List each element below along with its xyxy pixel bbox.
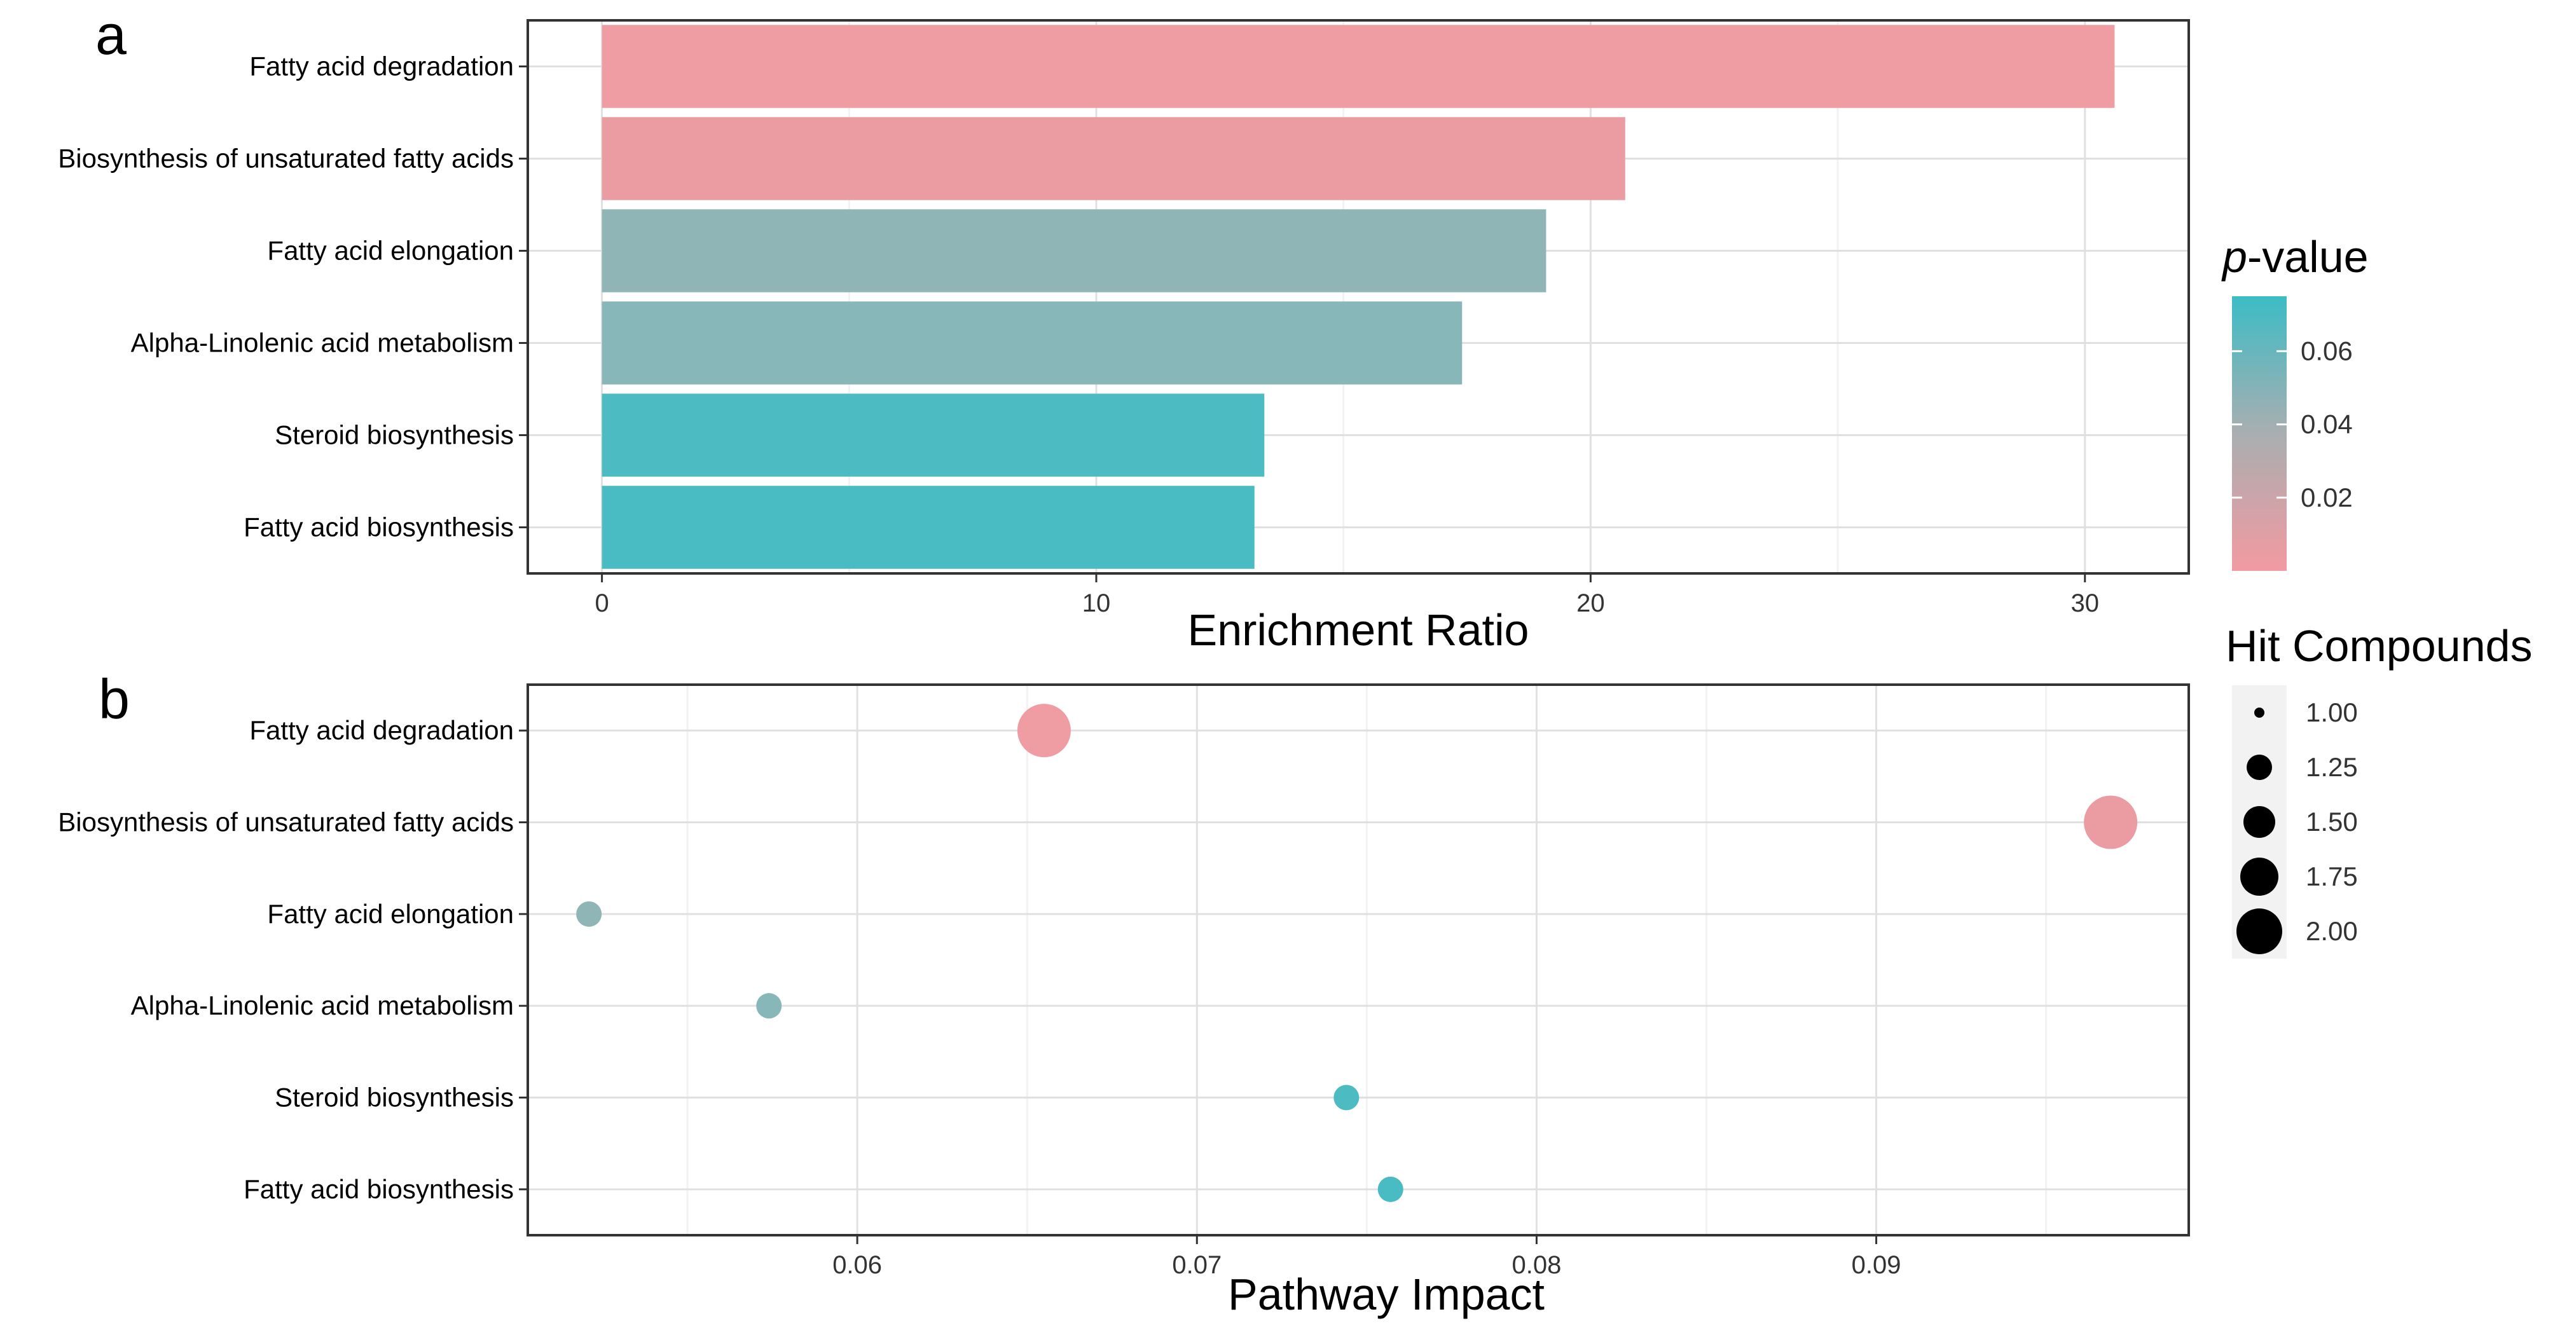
panel-b-border <box>527 683 2190 1236</box>
panel-b: b 0.06 0.07 0.08 0.09 Fatty acid degradatio… <box>58 668 2190 1319</box>
size-key-dot <box>2240 858 2278 896</box>
category-label: Fatty acid biosynthesis <box>244 1174 514 1204</box>
panel-b-points <box>576 704 2138 1202</box>
data-point <box>756 993 782 1019</box>
size-key-label: 1.50 <box>2306 807 2358 837</box>
data-point <box>1333 1085 1360 1111</box>
legend-pvalue-title-italic: p <box>2221 232 2247 282</box>
bar <box>602 486 1255 569</box>
category-label: Fatty acid elongation <box>267 236 514 266</box>
panel-a-ticks: 0 10 20 30 <box>519 65 2100 617</box>
panel-a-label: a <box>95 3 127 66</box>
panel-a-plot-area <box>528 20 2189 573</box>
bar <box>602 117 1625 200</box>
size-key-label: 1.00 <box>2306 697 2358 727</box>
bar <box>602 25 2115 108</box>
data-point <box>576 901 602 927</box>
legend-pvalue-title: p-value <box>2221 232 2369 282</box>
category-label: Fatty acid elongation <box>267 899 514 929</box>
legend-size-title: Hit Compounds <box>2226 621 2532 671</box>
size-key-label: 1.25 <box>2306 752 2358 782</box>
size-key-dot <box>2247 755 2272 780</box>
legend-pvalue-ticks: 0.06 0.04 0.02 <box>2232 336 2353 512</box>
panel-b-label: b <box>99 668 130 730</box>
x-tick-label: 0 <box>595 589 609 617</box>
category-label: Fatty acid biosynthesis <box>244 512 514 542</box>
x-tick-label: 20 <box>1576 589 1605 617</box>
panel-b-category-labels: Fatty acid degradation Biosynthesis of un… <box>58 715 514 1204</box>
x-tick-label: 0.08 <box>1512 1251 1561 1279</box>
x-tick-label: 0.07 <box>1172 1251 1222 1279</box>
legend-pvalue-title-rest: -value <box>2247 232 2369 282</box>
legend-pvalue: p-value 0.06 0.04 0.02 <box>2221 232 2369 571</box>
category-label: Fatty acid degradation <box>249 715 514 745</box>
panel-a-bars <box>602 25 2115 569</box>
bar <box>602 394 1265 477</box>
panel-a-category-labels: Fatty acid degradation Biosynthesis of un… <box>58 51 514 542</box>
legend-pvalue-colorbar <box>2232 296 2287 571</box>
x-tick-label: 0.06 <box>832 1251 882 1279</box>
legend-size-keys: 1.00 1.25 1.50 1.75 2.00 <box>2232 685 2358 959</box>
colorbar-tick-label: 0.02 <box>2301 483 2353 512</box>
panel-b-x-axis-title: Pathway Impact <box>1228 1270 1545 1319</box>
size-key-dot <box>2254 708 2264 718</box>
data-point <box>1377 1176 1403 1202</box>
bar <box>602 301 1463 385</box>
legend-size: Hit Compounds 1.00 1.25 1.50 1.75 2.00 <box>2226 621 2532 959</box>
bar <box>602 209 1546 292</box>
colorbar-tick-label: 0.06 <box>2301 336 2353 366</box>
category-label: Biosynthesis of unsaturated fatty acids <box>58 807 514 837</box>
category-label: Alpha-Linolenic acid metabolism <box>131 328 514 358</box>
panel-b-plot-area <box>528 685 2189 1235</box>
size-key-label: 2.00 <box>2306 916 2358 946</box>
colorbar-tick-label: 0.04 <box>2301 409 2353 439</box>
x-tick-label: 10 <box>1082 589 1111 617</box>
data-point <box>2084 795 2138 849</box>
x-tick-label: 0.09 <box>1852 1251 1901 1279</box>
category-label: Steroid biosynthesis <box>275 1083 514 1113</box>
size-key-dot <box>2236 908 2282 954</box>
panel-b-grid <box>528 685 2189 1235</box>
panel-b-ticks: 0.06 0.07 0.08 0.09 <box>519 729 1901 1279</box>
panel-a: a 0 10 20 30 Fatty acid degradation Biosynth… <box>58 3 2190 655</box>
size-key-dot <box>2243 806 2275 838</box>
panel-a-x-axis-title: Enrichment Ratio <box>1188 605 1529 655</box>
category-label: Alpha-Linolenic acid metabolism <box>131 990 514 1020</box>
size-key-label: 1.75 <box>2306 861 2358 891</box>
panel-a-border <box>527 19 2190 575</box>
data-point <box>1017 704 1071 758</box>
category-label: Steroid biosynthesis <box>275 420 514 450</box>
x-tick-label: 30 <box>2071 589 2100 617</box>
category-label: Biosynthesis of unsaturated fatty acids <box>58 144 514 174</box>
category-label: Fatty acid degradation <box>249 51 514 81</box>
